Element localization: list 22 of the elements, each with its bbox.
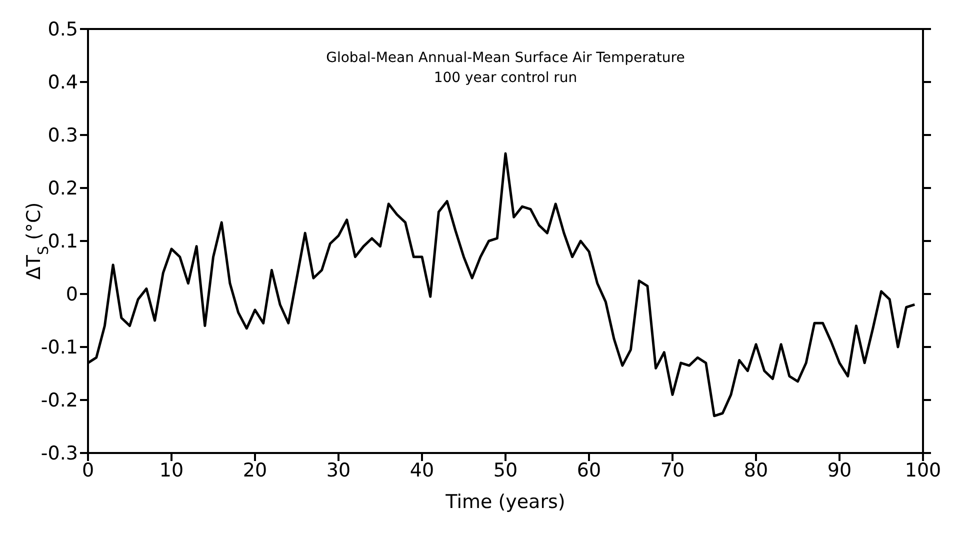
x-tick-label: 70 — [660, 459, 685, 482]
y-tick-label: 0.4 — [48, 72, 78, 94]
x-tick-label: 80 — [744, 459, 768, 482]
y-tick-label: -0.1 — [40, 336, 78, 359]
x-tick-label: 10 — [159, 459, 184, 482]
x-tick-label: 0 — [82, 459, 94, 482]
x-tick-label: 100 — [904, 459, 942, 482]
x-tick-label: 40 — [410, 459, 434, 482]
y-tick-label: 0.5 — [48, 18, 78, 41]
text: 100 year control run — [432, 69, 578, 88]
x-tick-label: 90 — [827, 459, 852, 482]
x-tick-label: 50 — [493, 459, 518, 482]
text: Global-Mean Annual-Mean Surface Air Temperature — [325, 49, 686, 68]
x-tick-label: 60 — [576, 459, 602, 482]
y-tick-label: -0.2 — [40, 390, 78, 412]
y-tick-label: 0.2 — [48, 178, 78, 200]
y-tick-label: 0.3 — [48, 124, 78, 147]
x-tick-label: 20 — [242, 459, 268, 482]
x-tick-label: 30 — [326, 459, 351, 482]
y-tick-label: -0.3 — [40, 442, 78, 465]
x-axis-title: Time (years) — [444, 491, 566, 513]
y-tick-label: 0 — [66, 284, 78, 306]
